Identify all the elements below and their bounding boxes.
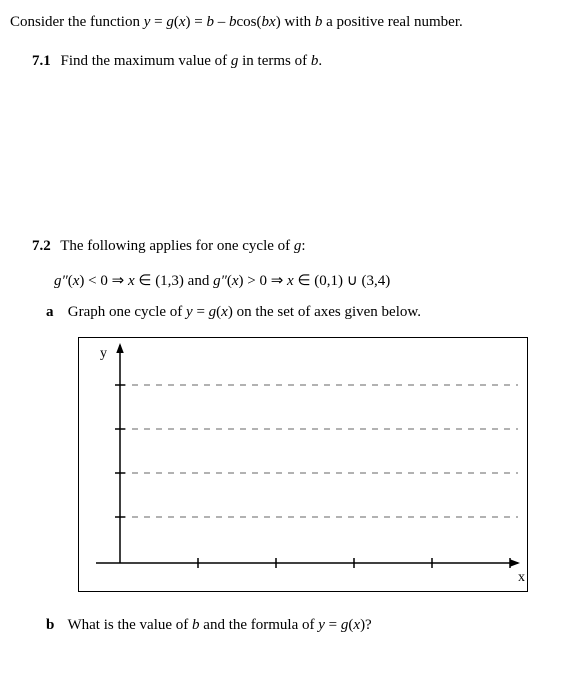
qa-eq: =	[193, 304, 209, 320]
intro-x: x	[179, 14, 186, 30]
m-x2: x	[128, 273, 135, 289]
qb-t3: and the formula of	[200, 617, 319, 633]
intro-b2: b	[229, 14, 237, 30]
q72-number: 7.2	[32, 236, 51, 257]
m-gt: ) > 0 ⇒	[239, 273, 288, 289]
m-in2: ∈ (0,1) ∪ (3,4)	[294, 273, 391, 289]
m-g1: g″	[54, 273, 68, 289]
intro-eq2: ) =	[186, 14, 207, 30]
intro-b1: b	[207, 14, 215, 30]
intro-bx: bx	[262, 14, 276, 30]
axes-svg: yx	[78, 337, 528, 597]
qb-t1: What is the value of	[67, 617, 192, 633]
intro-end: a positive real number.	[322, 14, 462, 30]
intro-eq: =	[150, 14, 166, 30]
intro-cos: cos(	[237, 14, 262, 30]
q71-t5: .	[318, 53, 322, 69]
qa-t1: Graph one cycle of	[68, 304, 186, 320]
qb-letter: b	[46, 615, 64, 636]
svg-text:y: y	[100, 346, 107, 361]
math-condition-7-2: g″(x) < 0 ⇒ x ∈ (1,3) and g″(x) > 0 ⇒ x …	[54, 271, 556, 292]
answer-space-7-1	[10, 86, 556, 236]
intro-with: ) with	[276, 14, 315, 30]
m-g2: g″	[213, 273, 227, 289]
m-lt: ) < 0 ⇒	[79, 273, 128, 289]
q71-number: 7.1	[32, 51, 51, 72]
qb-p2: )?	[360, 617, 372, 633]
question-7-1: 7.1 Find the maximum value of g in terms…	[32, 51, 556, 72]
qb-b: b	[192, 617, 200, 633]
q71-t3: in terms of	[238, 53, 311, 69]
m-x4: x	[287, 273, 294, 289]
intro-text: Consider the function	[10, 14, 144, 30]
q72-t3: :	[301, 238, 305, 254]
qa-p2: ) on the set of axes given below.	[228, 304, 421, 320]
question-7-2-b: b What is the value of b and the formula…	[46, 615, 556, 636]
qa-letter: a	[46, 302, 64, 323]
graph-axes: yx	[78, 337, 556, 597]
qb-y: y	[318, 617, 325, 633]
q72-t1: The following applies for one cycle of	[60, 238, 294, 254]
question-7-2-a: a Graph one cycle of y = g(x) on the set…	[46, 302, 556, 323]
m-x3: x	[232, 273, 239, 289]
intro-minus: –	[214, 14, 229, 30]
problem-intro: Consider the function y = g(x) = b – bco…	[10, 12, 556, 33]
question-7-2: 7.2 The following applies for one cycle …	[32, 236, 556, 257]
intro-g: g	[166, 14, 174, 30]
qa-x: x	[221, 304, 228, 320]
qa-y: y	[186, 304, 193, 320]
m-in1: ∈ (1,3) and	[135, 273, 213, 289]
q71-t1: Find the maximum value of	[61, 53, 231, 69]
qb-eq: =	[325, 617, 341, 633]
svg-text:x: x	[518, 570, 525, 585]
